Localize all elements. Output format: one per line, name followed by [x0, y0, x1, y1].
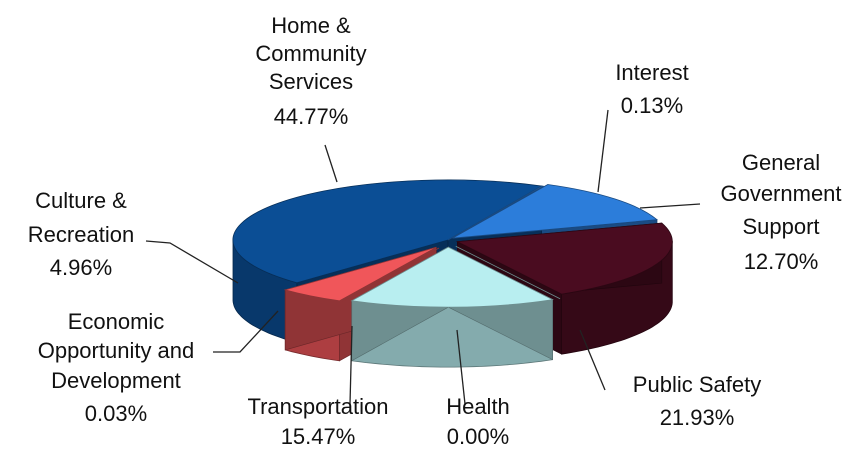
slice-name-label-2-0: General	[742, 150, 820, 175]
slice-1	[447, 185, 545, 241]
slice-name-label-5-0: Transportation	[247, 394, 388, 419]
slice-value-label-7: 4.96%	[50, 255, 112, 280]
slice-name-label-0-1: Community	[255, 41, 366, 66]
slice-name-label-7-1: Recreation	[28, 222, 134, 247]
slice-name-label-1-0: Interest	[615, 60, 688, 85]
leader-line-1	[597, 109, 609, 193]
slice-0	[232, 179, 543, 284]
slice-name-label-2-1: Government	[720, 181, 841, 206]
slice-name-label-7-0: Culture &	[35, 188, 127, 213]
slice-3	[455, 222, 673, 295]
leader-line-3	[579, 329, 606, 391]
slice-value-label-3: 21.93%	[660, 405, 735, 430]
leader-line-4	[456, 329, 466, 405]
slice-value-label-4: 0.00%	[447, 424, 509, 449]
leader-line-6	[213, 310, 279, 353]
slice-value-label-5: 15.47%	[281, 424, 356, 449]
slice-name-label-0-0: Home &	[271, 13, 351, 38]
leader-line-2	[639, 203, 701, 209]
slice-value-label-0: 44.77%	[274, 104, 349, 129]
slice-labels: Home & Community Services 44.77% Interest 0.1…	[28, 13, 842, 449]
slice-4	[455, 245, 561, 300]
slice-value-label-2: 12.70%	[744, 249, 819, 274]
leader-line-5	[349, 325, 353, 405]
slice-value-label-1: 0.13%	[621, 93, 683, 118]
slice-name-label-2-2: Support	[742, 214, 819, 239]
slice-name-label-6-0: Economic	[68, 309, 165, 334]
slice-name-label-3-0: Public Safety	[633, 372, 761, 397]
leader-line-7	[145, 240, 239, 284]
pie-tops	[232, 179, 673, 308]
slice-name-label-6-2: Development	[51, 368, 181, 393]
slice-name-label-4-0: Health	[446, 394, 510, 419]
slice-5	[350, 246, 554, 308]
leader-lines	[145, 109, 701, 405]
leader-line-0	[324, 144, 338, 183]
slice-value-label-6: 0.03%	[85, 401, 147, 426]
slice-name-label-6-1: Opportunity and	[38, 338, 195, 363]
slice-name-label-0-2: Services	[269, 69, 353, 94]
slice-2	[452, 184, 658, 239]
slice-7	[283, 246, 437, 302]
